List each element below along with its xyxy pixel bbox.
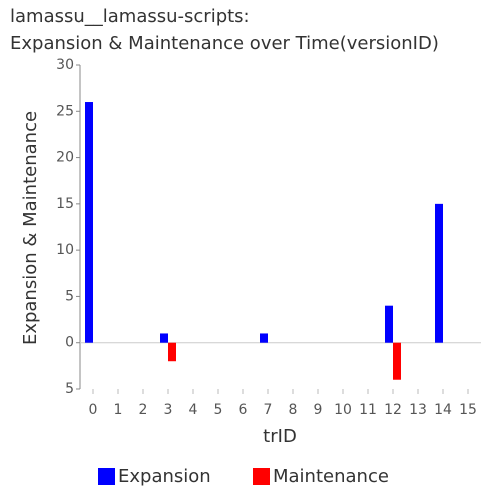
x-tick-label: 2 bbox=[139, 402, 148, 418]
x-tick-label: 0 bbox=[89, 402, 98, 418]
x-axis-label: trID bbox=[263, 426, 297, 447]
x-tick-label: 7 bbox=[264, 402, 273, 418]
y-tick-label: 30 bbox=[56, 57, 74, 73]
y-tick-label: 15 bbox=[56, 196, 74, 212]
bar bbox=[85, 102, 93, 343]
y-axis-label: Expansion & Maintenance bbox=[20, 111, 41, 345]
x-tick-label: 1 bbox=[114, 402, 123, 418]
x-tick-label: 12 bbox=[384, 402, 402, 418]
legend-swatch bbox=[98, 468, 115, 485]
x-tick-label: 9 bbox=[314, 402, 323, 418]
bar bbox=[385, 305, 393, 343]
legend-label: Expansion bbox=[118, 466, 211, 487]
x-tick-label: 5 bbox=[214, 402, 223, 418]
y-tick-label: 10 bbox=[56, 242, 74, 258]
y-tick-label: 5 bbox=[65, 381, 74, 397]
x-tick-label: 10 bbox=[334, 402, 352, 418]
chart-title: lamassu__lamassu-scripts: bbox=[10, 6, 250, 27]
legend-swatch bbox=[253, 468, 270, 485]
x-tick-label: 13 bbox=[409, 402, 427, 418]
x-tick-label: 6 bbox=[239, 402, 248, 418]
x-tick-label: 3 bbox=[164, 402, 173, 418]
y-tick-label: 20 bbox=[56, 150, 74, 166]
x-tick-label: 15 bbox=[459, 402, 477, 418]
x-tick-label: 11 bbox=[359, 402, 377, 418]
x-tick-label: 14 bbox=[434, 402, 452, 418]
legend-label: Maintenance bbox=[273, 466, 389, 487]
bar bbox=[168, 342, 176, 362]
chart-title: Expansion & Maintenance over Time(versio… bbox=[10, 33, 439, 54]
bar bbox=[260, 333, 268, 343]
y-tick-label: 25 bbox=[56, 103, 74, 119]
bar bbox=[435, 203, 443, 343]
bar bbox=[160, 333, 168, 343]
x-tick-label: 8 bbox=[289, 402, 298, 418]
y-tick-label: 5 bbox=[65, 288, 74, 304]
x-tick-label: 4 bbox=[189, 402, 198, 418]
y-tick-label: 0 bbox=[65, 335, 74, 351]
bar bbox=[393, 342, 401, 380]
